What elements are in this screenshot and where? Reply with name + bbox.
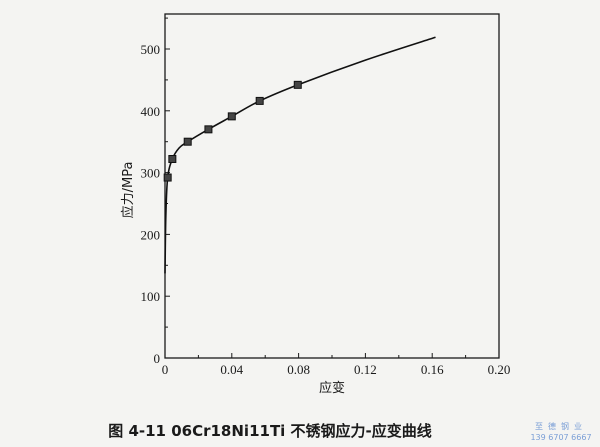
y-tick-label: 100 bbox=[141, 289, 161, 304]
y-tick-label: 200 bbox=[141, 227, 161, 242]
watermark: 至德钢业 139 6707 6667 bbox=[525, 421, 597, 443]
watermark-phone: 139 6707 6667 bbox=[530, 433, 592, 442]
x-tick-label: 0.20 bbox=[488, 362, 511, 377]
x-tick-label: 0.16 bbox=[421, 362, 444, 377]
data-marker bbox=[163, 173, 172, 182]
data-marker bbox=[227, 112, 236, 121]
y-tick-label: 400 bbox=[141, 104, 161, 119]
x-tick-label: 0.04 bbox=[220, 362, 243, 377]
data-marker bbox=[293, 80, 302, 89]
data-marker bbox=[204, 125, 213, 134]
y-tick-label: 500 bbox=[141, 42, 161, 57]
x-axis-label: 应变 bbox=[319, 380, 345, 396]
x-tick-label: 0.12 bbox=[354, 362, 377, 377]
watermark-name: 至德钢业 bbox=[535, 422, 587, 431]
y-tick-label: 0 bbox=[154, 351, 161, 366]
data-marker bbox=[168, 155, 177, 164]
y-axis-label: 应力/MPa bbox=[120, 162, 136, 219]
stress-strain-curve bbox=[164, 36, 436, 274]
plot-frame bbox=[164, 13, 500, 359]
x-tick-label: 0.08 bbox=[287, 362, 310, 377]
data-marker bbox=[183, 137, 192, 146]
data-marker bbox=[255, 96, 264, 105]
figure-caption: 图 4-11 06Cr18Ni11Ti 不锈钢应力-应变曲线 bbox=[108, 422, 432, 440]
y-tick-label: 300 bbox=[141, 166, 161, 181]
x-tick-label: 0 bbox=[162, 362, 169, 377]
